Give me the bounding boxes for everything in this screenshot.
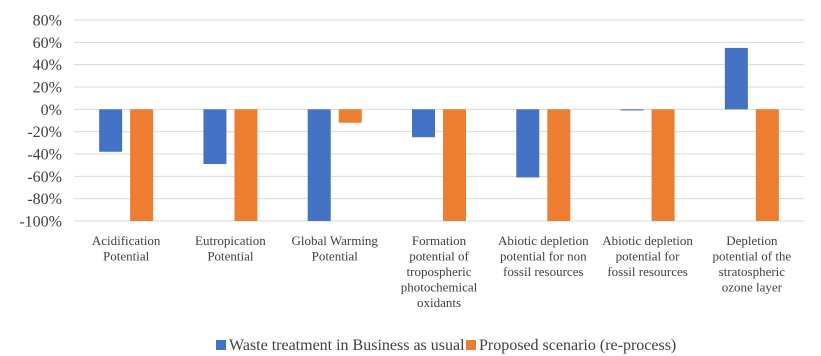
bar-series-1	[620, 109, 644, 111]
bar-series-1	[203, 109, 227, 165]
bar-series-1	[724, 47, 748, 110]
x-category-label-line: Potential	[207, 249, 254, 264]
x-category-label: Global Warming Potential	[291, 233, 378, 264]
x-category-label: Eutropication Potential	[195, 233, 266, 264]
x-category-label: Depletion potential of the stratospheric oz…	[713, 233, 792, 295]
legend: Waste treatment in Business as usual Prop…	[216, 337, 676, 354]
x-category-label-line: Eutropication	[195, 233, 266, 248]
bar-series-2	[651, 109, 675, 221]
y-tick-label: -100%	[19, 214, 62, 231]
x-category-label-line: fossil resources	[607, 264, 688, 279]
y-tick-label: -60%	[27, 169, 62, 186]
x-category-label-line: oxidants	[417, 295, 461, 310]
x-category-label-line: photochemical	[401, 280, 478, 295]
x-category-label-line: ozone layer	[722, 280, 783, 295]
y-tick-label: 60%	[33, 35, 62, 52]
x-category-label: Formation potential of tropospheric photoch…	[401, 233, 478, 310]
x-category-label-line: stratospheric	[719, 264, 786, 279]
y-tick-label: -40%	[27, 147, 62, 164]
bars	[99, 47, 779, 221]
x-category-label-line: potential for	[616, 249, 681, 264]
x-category-label-line: potential of	[409, 249, 469, 264]
y-tick-label: 40%	[33, 57, 62, 74]
y-tick-label: 80%	[33, 13, 62, 30]
x-category-label-line: Potential	[103, 249, 150, 264]
x-category-label: Abiotic depletion potential for non fossil…	[498, 233, 589, 279]
bar-series-1	[99, 109, 123, 152]
y-tick-label: 0%	[41, 102, 62, 119]
gridlines	[74, 19, 804, 222]
bar-series-2	[547, 109, 571, 221]
x-category-label-line: Depletion	[726, 233, 778, 248]
bar-series-1	[516, 109, 540, 178]
x-category-label: Acidification Potential	[92, 233, 161, 264]
x-category-label-line: Global Warming	[291, 233, 378, 248]
legend-swatch	[466, 340, 476, 350]
y-tick-label: -80%	[27, 191, 62, 208]
x-category-label-line: Acidification	[92, 233, 161, 248]
x-category-label-line: tropospheric	[407, 264, 472, 279]
y-tick-label: 20%	[33, 80, 62, 97]
x-category-label-line: potential for non	[500, 249, 587, 264]
x-category-label-line: fossil resources	[503, 264, 584, 279]
x-category-label-line: potential of the	[713, 249, 792, 264]
bar-series-1	[412, 109, 435, 138]
bar-series-2	[130, 109, 154, 221]
bar-series-1	[307, 109, 331, 221]
legend-label: Waste treatment in Business as usual	[229, 337, 465, 354]
bar-series-2	[443, 109, 466, 221]
x-category-label-line: Abiotic depletion	[602, 233, 693, 248]
bar-series-2	[755, 109, 779, 221]
y-axis-tick-labels: 80% 60% 40% 20% 0% -20% -40% -60% -80% -100%	[19, 13, 62, 231]
x-category-label-line: Formation	[412, 233, 467, 248]
legend-swatch	[216, 340, 226, 350]
bar-series-2	[338, 109, 362, 123]
y-tick-label: -20%	[27, 124, 62, 141]
x-category-label: Abiotic depletion potential for fossil res…	[602, 233, 693, 279]
bar-series-2	[234, 109, 258, 221]
x-category-label-line: Potential	[312, 249, 359, 264]
x-category-label-line: Abiotic depletion	[498, 233, 589, 248]
legend-label: Proposed scenario (re-process)	[479, 337, 676, 354]
